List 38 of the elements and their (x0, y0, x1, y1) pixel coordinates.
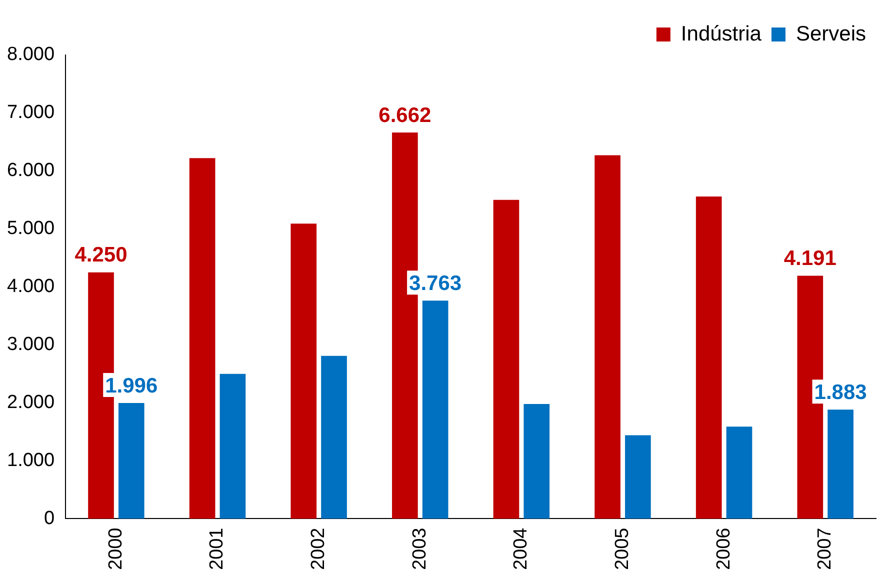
x-tick-label: 2006 (713, 528, 734, 570)
y-tick-label: 0 (44, 508, 55, 529)
data-label: 4.191 (784, 247, 837, 270)
bar (696, 196, 722, 519)
x-tick-label: 2002 (308, 528, 330, 570)
data-label: 1.883 (814, 380, 867, 404)
bar (290, 224, 317, 519)
data-label: 6.662 (378, 104, 432, 127)
bar (594, 155, 620, 519)
y-tick-label: 3.000 (7, 334, 55, 356)
bar (118, 403, 144, 519)
y-tick-label: 6.000 (7, 160, 55, 182)
bar (422, 300, 448, 519)
data-label: 3.763 (409, 272, 462, 295)
bar (493, 200, 520, 519)
y-tick-label: 2.000 (7, 392, 55, 414)
legend-label: Serveis (796, 22, 866, 46)
data-label: 4.250 (74, 244, 128, 267)
bar (220, 374, 246, 519)
x-tick-label: 2003 (409, 528, 430, 570)
bar (726, 426, 752, 519)
legend-label: Indústria (680, 22, 762, 46)
x-tick-label: 2001 (206, 528, 228, 570)
data-label: 1.996 (105, 374, 158, 398)
x-tick-label: 2000 (105, 528, 126, 570)
y-tick-label: 8.000 (7, 44, 55, 66)
x-tick-label: 2004 (510, 527, 532, 570)
y-tick-label: 7.000 (7, 102, 55, 124)
x-tick-label: 2007 (814, 528, 836, 570)
bar (828, 410, 854, 519)
bar (524, 404, 550, 519)
y-tick-label: 5.000 (7, 218, 55, 240)
y-tick-label: 4.000 (7, 276, 55, 298)
x-tick-label: 2005 (612, 528, 633, 570)
bar (189, 158, 216, 519)
bar (321, 356, 347, 519)
y-tick-label: 1.000 (7, 450, 55, 471)
bar (625, 435, 651, 519)
